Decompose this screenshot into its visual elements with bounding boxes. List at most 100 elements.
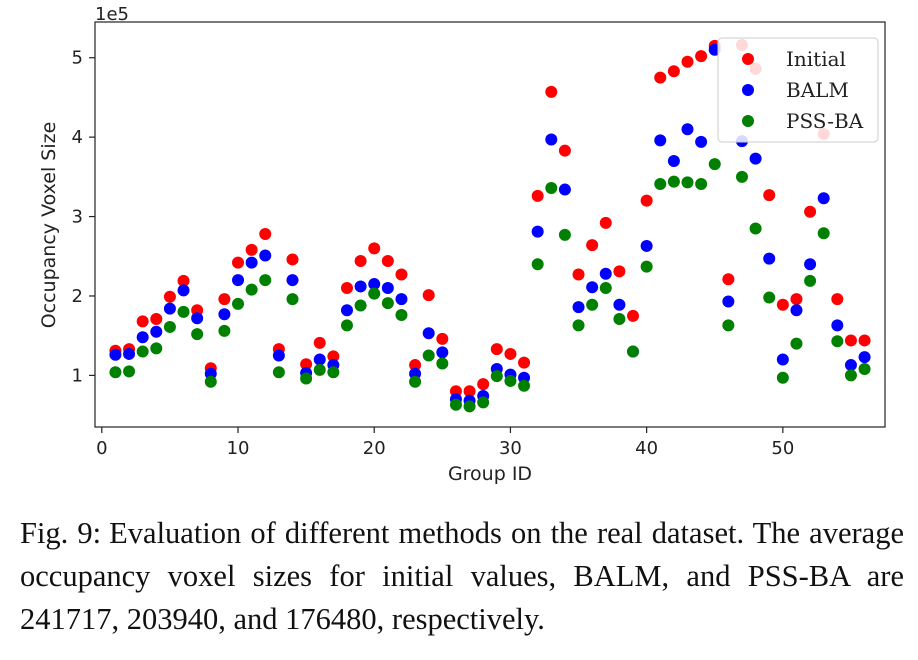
data-point [504,347,517,360]
data-point [150,325,163,338]
data-point [163,302,176,315]
data-point [136,345,149,358]
data-point [722,273,735,286]
legend-label: Initial [786,47,846,71]
data-point [191,312,204,325]
data-point [763,252,776,265]
data-point [804,274,817,287]
data-point [150,313,163,325]
data-point [109,348,122,361]
data-point [531,189,544,202]
data-point [858,334,871,347]
data-point [218,293,231,306]
x-axis-ticks: 0 10 20 30 40 50 [96,427,794,459]
data-point [286,274,299,287]
data-point [177,274,190,287]
data-point [286,293,299,306]
data-points [109,39,871,413]
data-point [858,363,871,376]
data-point [518,356,531,369]
y-tick-label: 4 [72,127,83,148]
data-point [667,154,680,167]
data-point [177,284,190,297]
data-point [831,319,844,332]
data-point [654,178,667,190]
data-point [218,308,231,321]
data-point [749,152,762,165]
data-point [518,379,531,392]
y-tick-label: 3 [72,207,83,228]
data-point [354,280,367,293]
data-point [490,370,503,383]
data-point [722,295,735,308]
data-point [776,298,789,311]
data-point [368,242,381,255]
data-point [599,267,612,280]
data-point [804,205,817,218]
y-tick-label: 2 [72,286,83,307]
data-point [245,256,258,269]
data-point [327,366,340,379]
data-point [163,320,176,333]
data-point [123,347,136,360]
data-point [395,293,408,306]
data-point [558,183,571,196]
x-tick-label: 20 [363,438,386,459]
data-point [558,228,571,241]
data-point [436,346,449,359]
data-point [232,274,245,287]
data-point [627,345,640,358]
data-point [804,258,817,271]
data-point [695,135,708,148]
data-point [272,349,285,362]
series-pss-ba [109,158,871,413]
data-point [763,291,776,304]
legend-box [717,37,879,143]
data-point [586,281,599,294]
data-point [109,366,122,379]
data-point [313,336,326,349]
data-point [572,301,585,314]
data-point [409,375,422,388]
data-point [259,228,272,241]
data-point [763,189,776,202]
data-point [368,278,381,291]
data-point [681,176,694,189]
data-point [327,350,340,363]
data-point [613,298,626,311]
data-point [313,363,326,376]
data-point [381,282,394,295]
data-point [136,315,149,328]
data-point [817,192,830,205]
data-point [300,372,313,385]
data-point [477,396,490,409]
data-point [654,71,667,84]
data-point [749,222,762,235]
data-point [436,332,449,345]
data-point [654,134,667,147]
data-point [409,359,422,372]
data-point [613,313,626,325]
data-point [613,265,626,278]
data-point [586,239,599,252]
data-point [831,335,844,348]
data-point [708,158,721,171]
data-point [504,374,517,387]
data-point [463,400,476,413]
data-point [640,260,653,273]
data-point [381,255,394,268]
data-point [844,369,857,382]
data-point [463,385,476,398]
data-point [695,50,708,63]
y-tick-label: 1 [72,365,83,386]
data-point [599,216,612,229]
legend-marker [742,84,754,96]
data-point [599,282,612,295]
data-point [722,319,735,332]
data-point [177,305,190,318]
data-point [531,225,544,238]
data-point [681,123,694,136]
data-point [204,375,217,388]
x-tick-label: 50 [771,438,794,459]
data-point [558,144,571,157]
